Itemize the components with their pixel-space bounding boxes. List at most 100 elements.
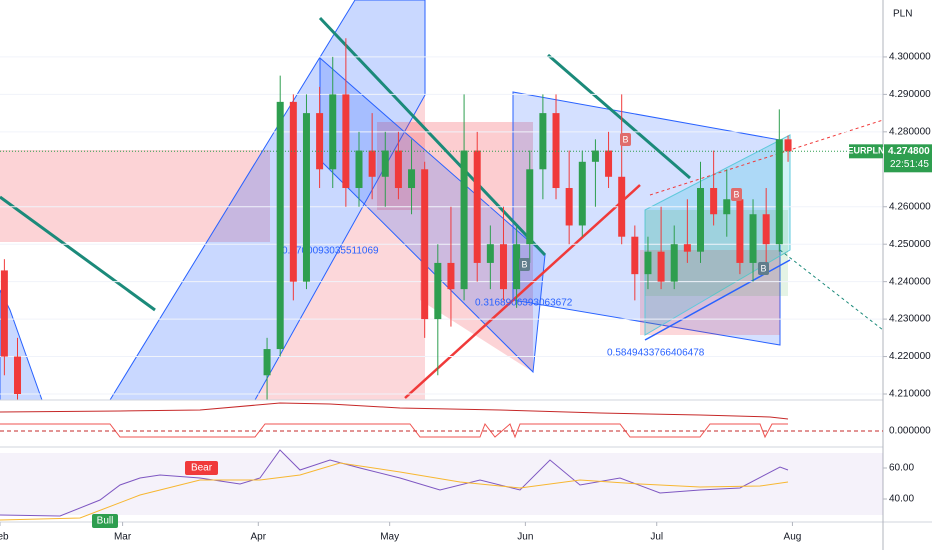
candle-body xyxy=(784,139,792,152)
candle-body xyxy=(355,150,363,189)
x-tick-label: Apr xyxy=(251,532,267,543)
drawing-label: 0.3168906393063672 xyxy=(475,298,573,309)
x-tick-label: Mar xyxy=(114,532,132,543)
y-tick-label: 4.230000 xyxy=(889,314,931,325)
candle-body xyxy=(526,169,534,245)
x-tick-label: Feb xyxy=(0,532,9,543)
y-tick-label: 4.280000 xyxy=(889,126,931,137)
rsi-line xyxy=(0,449,789,517)
channel xyxy=(644,134,791,336)
candle-body xyxy=(276,101,284,350)
candle-body xyxy=(762,214,770,245)
candle-body xyxy=(710,188,718,215)
rsi-band xyxy=(0,453,883,515)
signal-box xyxy=(519,258,530,271)
drawing-label: 0.5849433766406478 xyxy=(607,348,705,359)
bull-label: Bull xyxy=(97,516,114,527)
zone xyxy=(377,122,533,210)
candle-body xyxy=(723,199,731,215)
candle-body xyxy=(513,244,521,290)
candles xyxy=(0,38,792,400)
y-tick-label: 4.260000 xyxy=(889,201,931,212)
candle-body xyxy=(749,214,757,263)
candle-body xyxy=(434,262,442,320)
candle-body xyxy=(775,139,783,245)
candle-body xyxy=(565,188,573,226)
candle-body xyxy=(539,113,547,170)
drawings: 0.5700093035511069 0.3168906393063672 0.… xyxy=(0,0,883,400)
signal: B xyxy=(521,259,527,269)
oscillator-step xyxy=(0,422,788,439)
candle-body xyxy=(499,244,507,290)
currency: PLN xyxy=(893,9,912,20)
y-tick-label: 4.240000 xyxy=(889,276,931,287)
zone xyxy=(0,150,270,242)
x-tick-label: Jun xyxy=(517,532,533,543)
signal: B xyxy=(760,263,766,273)
trend-line xyxy=(318,16,547,257)
candle-body xyxy=(342,94,350,189)
osc-tick-label: 0.000000 xyxy=(889,426,931,437)
signals: B B B B xyxy=(519,133,769,275)
rsi-ma xyxy=(0,462,789,521)
y-tick-label: 4.210000 xyxy=(889,389,931,400)
dynamic: 4.210000 4.220000 4.230000 4.240000 4.250000… xyxy=(0,52,932,543)
candle-body xyxy=(302,113,310,282)
candle-body xyxy=(368,150,376,177)
candle-body xyxy=(408,169,416,189)
bull-tag xyxy=(92,514,118,528)
candle-body xyxy=(578,161,586,226)
candle-body xyxy=(618,176,626,237)
dashed-line xyxy=(779,249,883,331)
candle-body xyxy=(0,270,8,357)
x-tick-label: May xyxy=(380,532,399,543)
signal: B xyxy=(733,189,739,199)
y-tick-label: 4.250000 xyxy=(889,239,931,250)
candle-body xyxy=(329,94,337,170)
candle-body xyxy=(460,150,468,290)
x-tick-label: Aug xyxy=(784,532,802,543)
bear-tag xyxy=(185,461,218,475)
candle-body xyxy=(447,262,455,290)
candle-body xyxy=(473,150,481,263)
x-tick-label: Jul xyxy=(650,532,663,543)
rsi-tick-label: 40.00 xyxy=(889,494,914,505)
candle-body xyxy=(486,244,494,263)
symbol: EURPLN xyxy=(847,146,884,156)
y-tick-label: 4.300000 xyxy=(889,52,931,63)
oscillator-line xyxy=(0,402,789,420)
candle-body xyxy=(670,244,678,282)
candle-body xyxy=(591,150,599,162)
candle-body xyxy=(696,188,704,252)
trend-line xyxy=(0,195,156,312)
price-tag xyxy=(884,144,932,173)
last-price: 4.274800 xyxy=(888,146,930,157)
rsi-tick-label: 60.00 xyxy=(889,463,914,474)
candle-body xyxy=(289,101,297,282)
symbol-tag xyxy=(849,144,883,159)
candle-body xyxy=(263,349,271,376)
candle-body xyxy=(644,251,652,275)
signal-box xyxy=(758,262,769,275)
candle-body xyxy=(552,113,560,189)
y-tick-label: 4.290000 xyxy=(889,89,931,100)
candle-body xyxy=(381,150,389,177)
signal-box xyxy=(731,188,742,201)
candle-body xyxy=(657,251,665,282)
candle-body xyxy=(14,356,22,395)
countdown: 22:51:45 xyxy=(890,159,929,170)
trend-line xyxy=(547,53,691,180)
bear-label: Bear xyxy=(191,463,213,474)
dashed-line xyxy=(649,119,883,196)
signal: B xyxy=(622,134,628,144)
drawing-label: 0.5700093035511069 xyxy=(282,246,379,257)
candle-body xyxy=(736,199,744,263)
candle-body xyxy=(683,244,691,252)
candle-body xyxy=(421,169,429,320)
candle-body xyxy=(316,113,324,170)
signal-box xyxy=(620,133,631,146)
candle-body xyxy=(631,236,639,275)
y-tick-label: 4.220000 xyxy=(889,351,931,362)
candle-body xyxy=(605,150,613,177)
